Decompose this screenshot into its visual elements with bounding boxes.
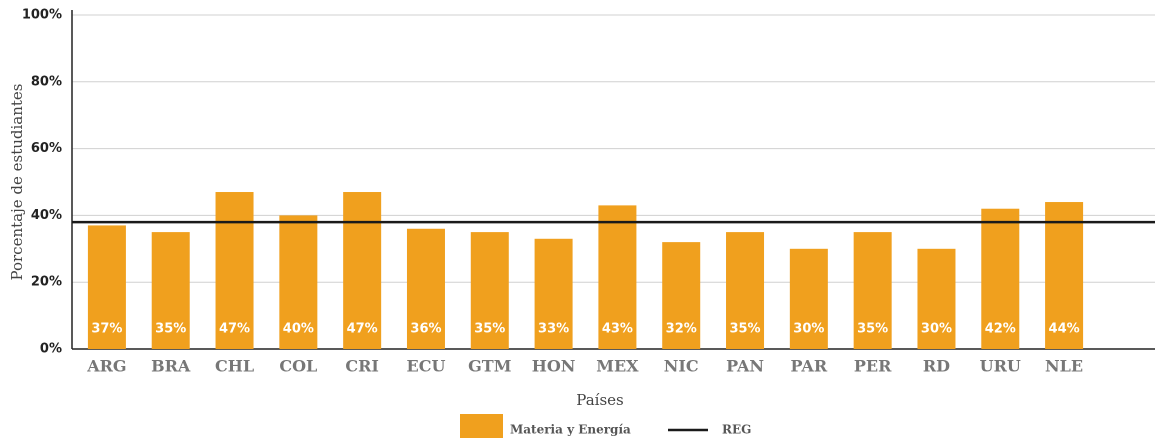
bar	[151, 232, 190, 349]
data-label: 30%	[921, 322, 952, 337]
data-label: 37%	[91, 322, 122, 337]
x-axis-title: Países	[576, 391, 623, 409]
data-label: 35%	[857, 322, 888, 337]
bar	[726, 232, 765, 349]
data-label: 36%	[410, 322, 441, 337]
x-tick-label: CHL	[215, 357, 254, 376]
bar	[470, 232, 509, 349]
legend-label: Materia y Energía	[510, 423, 631, 437]
bar	[598, 205, 637, 349]
data-label: 47%	[219, 322, 250, 337]
x-tick-label: ECU	[407, 357, 446, 376]
bar	[406, 228, 445, 349]
bar	[215, 192, 254, 349]
x-tick-label: PAN	[726, 357, 764, 376]
data-label: 40%	[283, 322, 314, 337]
x-tick-label: PAR	[791, 357, 828, 376]
y-tick-label: 80%	[31, 74, 62, 89]
y-tick-label: 20%	[31, 275, 62, 290]
data-label: 47%	[347, 322, 378, 337]
x-tick-label: PER	[854, 357, 892, 376]
y-tick-label: 40%	[31, 208, 62, 223]
data-label: 32%	[666, 322, 697, 337]
x-tick-label: MEX	[596, 357, 639, 376]
data-label: 43%	[602, 322, 633, 337]
x-tick-label: NIC	[664, 357, 699, 376]
x-tick-label: CRI	[345, 357, 379, 376]
data-label: 30%	[793, 322, 824, 337]
data-label: 33%	[538, 322, 569, 337]
data-label: 42%	[985, 322, 1016, 337]
x-tick-label: ARG	[86, 357, 126, 376]
bar	[789, 248, 828, 349]
legend-label: REG	[722, 423, 751, 437]
x-tick-label: HON	[532, 357, 576, 376]
bar	[853, 232, 892, 349]
x-tick-label: NLE	[1045, 357, 1083, 376]
x-tick-label: RD	[923, 357, 950, 376]
data-label: 44%	[1049, 322, 1080, 337]
x-tick-label: URU	[980, 357, 1021, 376]
x-tick-label: COL	[279, 357, 317, 376]
bar	[662, 242, 701, 349]
y-tick-label: 100%	[22, 8, 62, 23]
bar	[1045, 202, 1084, 349]
data-label: 35%	[729, 322, 760, 337]
x-tick-label: BRA	[151, 357, 191, 376]
data-label: 35%	[474, 322, 505, 337]
bar	[87, 225, 126, 349]
bar	[981, 208, 1020, 349]
y-axis-title: Porcentaje de estudiantes	[8, 83, 26, 280]
y-tick-label: 0%	[40, 342, 62, 357]
bar	[917, 248, 956, 349]
bar	[534, 238, 573, 349]
data-label: 35%	[155, 322, 186, 337]
bar	[279, 215, 318, 349]
bar	[343, 192, 382, 349]
legend-swatch	[460, 414, 503, 438]
y-tick-label: 60%	[31, 141, 62, 156]
x-tick-label: GTM	[468, 357, 511, 376]
